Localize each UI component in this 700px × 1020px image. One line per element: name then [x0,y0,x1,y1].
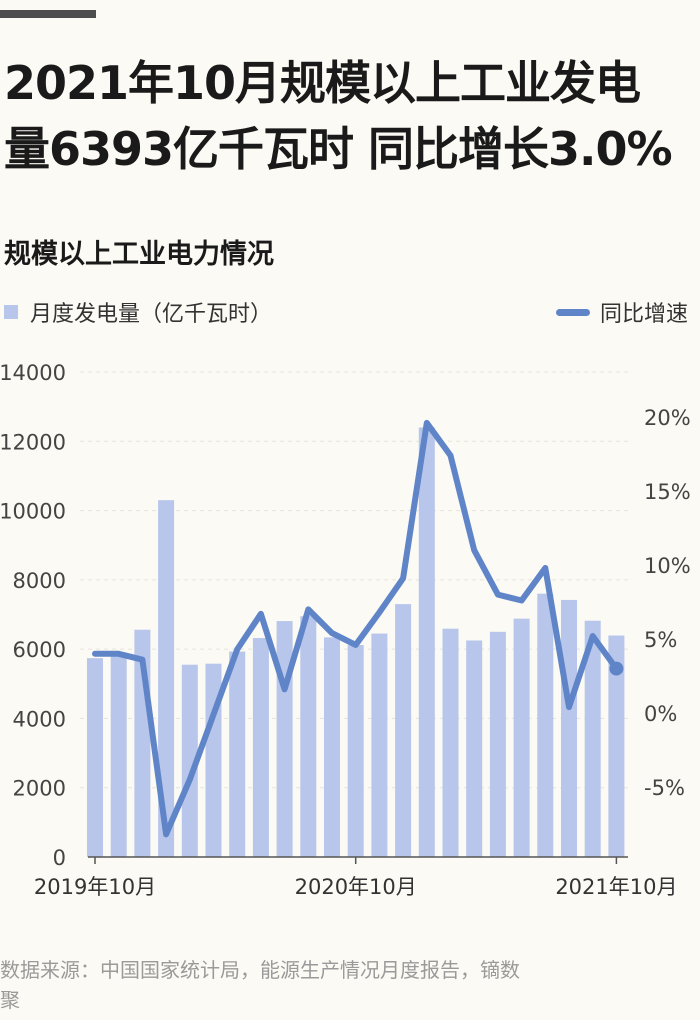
legend-line-swatch [556,308,590,316]
bar [584,620,601,857]
bar [229,651,246,857]
line-end-marker [609,661,624,676]
legend-bar-series: 月度发电量（亿千瓦时） [4,296,272,328]
bar [324,637,340,857]
y-right-tick-label: 15% [644,480,691,504]
legend-line-label: 同比增速 [600,302,689,327]
bar [158,500,175,857]
bar [608,635,625,857]
chart-subtitle: 规模以上工业电力情况 [4,239,274,270]
bar [513,618,530,857]
growth-rate-line [92,419,620,838]
y-right-tick-label: 5% [644,628,677,652]
header-rule [0,10,96,18]
bar [442,628,459,857]
x-tick-label: 2020年10月 [295,875,417,899]
bar [347,644,364,857]
bar [252,638,269,857]
y-left-tick-label: 6000 [13,638,66,662]
legend-bar-swatch [4,305,18,319]
bar [276,621,293,857]
y-left-tick-label: 2000 [13,777,66,801]
x-tick-label: 2021年10月 [555,875,677,899]
y-left-tick-label: 8000 [13,569,66,593]
bar [110,652,127,857]
bar [561,599,577,857]
bar [418,427,435,857]
combo-chart: 0 2000 4000 6000 8000 10000 12000 14000 -5% 0% 5% 1… [0,361,691,899]
y-right-tick-label: 20% [644,406,691,430]
bar [395,604,412,857]
bar [537,593,554,857]
y-left-tick-label: 4000 [13,707,66,731]
bar [181,664,198,857]
y-left-tick-label: 10000 [0,500,66,524]
y-left-tick-label: 14000 [0,361,66,385]
legend-line-series: 同比增速 [556,296,688,328]
bar [300,616,317,857]
headline: 2021年10月规模以上工业发电 量6393亿千瓦时 同比增长3.0% [4,56,673,176]
source-note: 数据来源：中国国家统计局，能源生产情况月度报告，镝数聚 [0,958,520,1012]
legend-bar-label: 月度发电量（亿千瓦时） [30,302,273,327]
y-right-tick-label: 10% [644,554,691,578]
bar [371,633,388,857]
y-left-tick-label: 12000 [0,430,66,454]
y-right-tick-label: -5% [644,776,685,800]
x-tick-label: 2019年10月 [34,875,156,899]
bar [87,658,103,857]
bar [489,631,506,857]
y-left-tick-label: 0 [53,846,66,870]
y-right-tick-label: 0% [644,702,677,726]
bar [466,640,483,857]
